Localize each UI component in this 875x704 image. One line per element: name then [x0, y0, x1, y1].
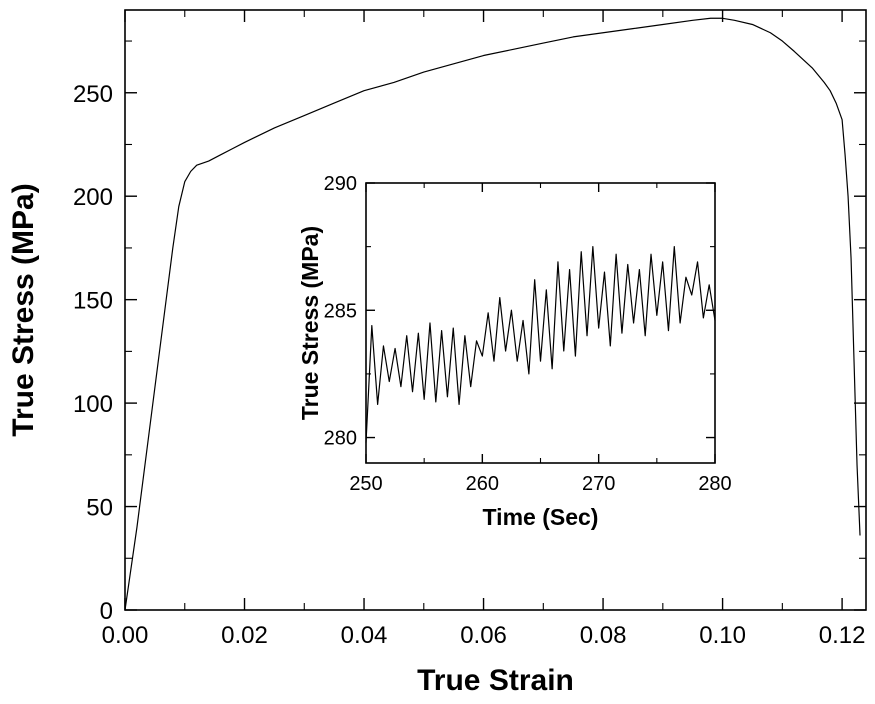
inset-x-tick-label: 270 [582, 473, 615, 495]
y-tick-label: 250 [73, 81, 113, 108]
x-tick-label: 0.06 [460, 622, 507, 649]
x-tick-label: 0.02 [221, 622, 268, 649]
inset-y-tick-label: 285 [324, 300, 357, 322]
x-tick-label: 0.10 [699, 622, 746, 649]
series-line [124, 17, 861, 611]
plot-frame [124, 9, 867, 611]
inset-series-line [365, 246, 716, 443]
y-tick-label: 100 [73, 391, 113, 418]
inset-background [366, 183, 715, 463]
x-tick-label: 0.04 [341, 622, 388, 649]
inset-x-tick-label: 260 [466, 473, 499, 495]
inset-x-tick-label: 250 [349, 473, 382, 495]
inset-x-tick-label: 280 [698, 473, 731, 495]
y-tick-label: 150 [73, 288, 113, 315]
y-tick-label: 0 [100, 598, 113, 625]
inset-y-axis-title: True Stress (MPa) [297, 226, 323, 420]
x-tick-label: 0.12 [819, 622, 866, 649]
x-tick-label: 0.00 [102, 622, 149, 649]
y-axis-title: True Stress (MPa) [7, 183, 40, 436]
x-tick-label: 0.08 [580, 622, 627, 649]
y-tick-label: 200 [73, 184, 113, 211]
x-axis-title: True Strain [417, 664, 574, 697]
inset-y-tick-label: 290 [324, 173, 357, 195]
inset-x-axis-title: Time (Sec) [483, 504, 599, 530]
y-tick-label: 50 [86, 495, 113, 522]
inset-y-tick-label: 280 [324, 428, 357, 450]
